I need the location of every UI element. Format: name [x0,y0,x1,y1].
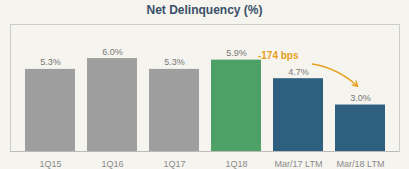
svg-text:1Q17: 1Q17 [163,159,185,169]
svg-text:6.0%: 6.0% [102,47,123,57]
svg-text:5.9%: 5.9% [226,48,247,58]
svg-text:3.0%: 3.0% [350,93,371,103]
svg-text:5.3%: 5.3% [164,57,185,67]
svg-text:1Q15: 1Q15 [39,159,61,169]
svg-text:1Q18: 1Q18 [225,159,247,169]
html-text:Net Delinquency (%): Net Delinquency (%) [146,3,263,17]
svg-text:5.3%: 5.3% [40,57,61,67]
svg-text:Mar/17 LTM: Mar/17 LTM [275,159,323,169]
svg-text:-174 bps: -174 bps [258,50,299,61]
svg-text:1Q16: 1Q16 [101,159,123,169]
svg-text:4.7%: 4.7% [288,67,309,77]
svg-text:Mar/18 LTM: Mar/18 LTM [337,159,385,169]
